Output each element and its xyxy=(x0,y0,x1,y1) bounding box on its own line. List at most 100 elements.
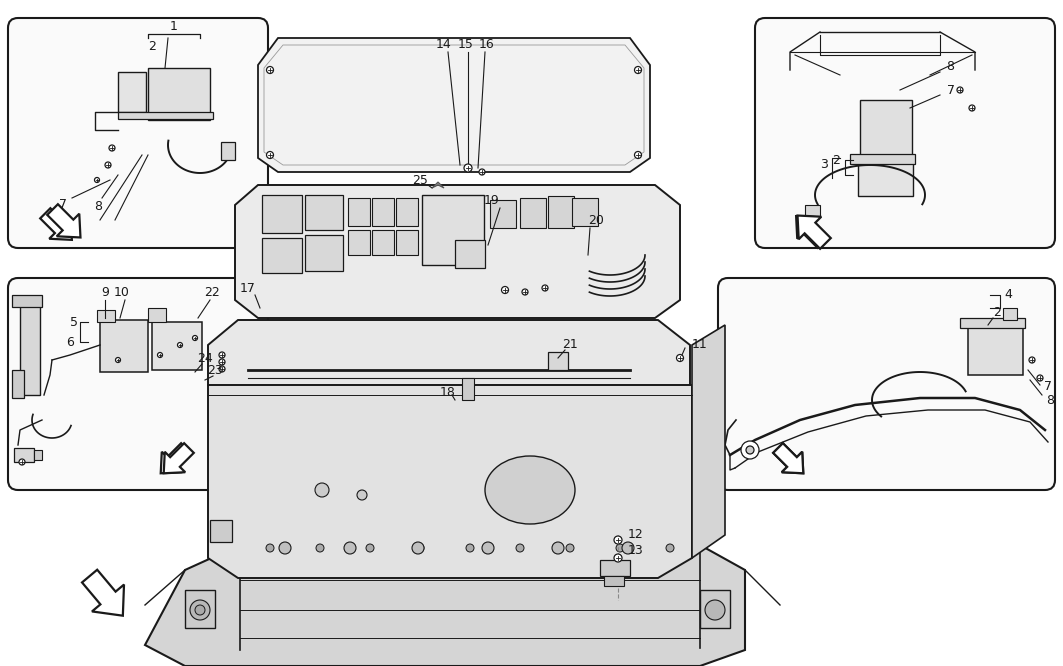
Circle shape xyxy=(622,542,634,554)
Bar xyxy=(701,590,730,628)
Text: 23: 23 xyxy=(207,364,223,376)
Bar xyxy=(148,308,166,322)
Text: 2: 2 xyxy=(993,306,1001,318)
Text: 19: 19 xyxy=(484,194,500,206)
Circle shape xyxy=(522,289,528,295)
Text: 8: 8 xyxy=(94,200,102,214)
Polygon shape xyxy=(432,182,444,188)
Text: 25: 25 xyxy=(412,174,428,186)
Bar xyxy=(455,240,485,268)
Circle shape xyxy=(267,67,273,73)
Bar xyxy=(549,352,568,370)
Text: 17: 17 xyxy=(240,282,256,296)
Polygon shape xyxy=(797,216,831,249)
Bar xyxy=(1003,308,1017,320)
Text: 7: 7 xyxy=(947,83,955,97)
Circle shape xyxy=(192,336,198,340)
Circle shape xyxy=(614,536,622,544)
FancyBboxPatch shape xyxy=(9,278,268,490)
Circle shape xyxy=(116,358,120,362)
Circle shape xyxy=(279,542,291,554)
Polygon shape xyxy=(773,443,804,474)
Bar xyxy=(148,68,210,120)
Circle shape xyxy=(157,352,163,358)
Bar xyxy=(462,378,474,400)
Text: 16: 16 xyxy=(479,39,495,51)
Bar xyxy=(348,230,370,255)
Circle shape xyxy=(969,105,975,111)
Text: 21: 21 xyxy=(562,338,578,352)
Circle shape xyxy=(412,542,424,554)
Polygon shape xyxy=(145,545,745,666)
Polygon shape xyxy=(208,320,690,405)
Polygon shape xyxy=(258,38,649,172)
Text: 1: 1 xyxy=(170,21,178,33)
Circle shape xyxy=(957,87,963,93)
Circle shape xyxy=(667,544,674,552)
Bar xyxy=(305,195,343,230)
Bar xyxy=(600,560,630,576)
Text: 9: 9 xyxy=(101,286,108,300)
FancyBboxPatch shape xyxy=(718,278,1054,490)
Bar xyxy=(805,205,820,217)
Circle shape xyxy=(502,286,508,294)
Text: 2: 2 xyxy=(832,155,840,168)
Bar xyxy=(261,195,302,233)
Circle shape xyxy=(95,178,100,182)
Circle shape xyxy=(676,354,684,362)
Circle shape xyxy=(1037,375,1043,381)
Circle shape xyxy=(466,544,474,552)
Circle shape xyxy=(316,544,324,552)
Bar xyxy=(20,305,40,395)
Bar xyxy=(12,295,43,307)
Text: 5: 5 xyxy=(70,316,78,328)
Circle shape xyxy=(109,145,115,151)
Circle shape xyxy=(178,342,183,348)
Polygon shape xyxy=(773,443,804,474)
Polygon shape xyxy=(82,569,124,615)
Circle shape xyxy=(705,600,725,620)
Bar xyxy=(960,318,1025,328)
Bar xyxy=(12,370,24,398)
Circle shape xyxy=(366,544,374,552)
Text: 7: 7 xyxy=(60,198,67,210)
Bar xyxy=(396,230,418,255)
Circle shape xyxy=(482,542,494,554)
Bar xyxy=(100,320,148,372)
Bar xyxy=(221,142,235,160)
Circle shape xyxy=(542,285,549,291)
Bar xyxy=(850,154,915,164)
Bar xyxy=(152,322,202,370)
Text: 3: 3 xyxy=(821,159,828,172)
Bar xyxy=(396,198,418,226)
Text: 8: 8 xyxy=(946,61,954,73)
Circle shape xyxy=(552,542,564,554)
Ellipse shape xyxy=(485,456,575,524)
Polygon shape xyxy=(208,385,692,578)
Bar xyxy=(14,448,34,462)
Circle shape xyxy=(267,151,273,159)
Polygon shape xyxy=(161,443,191,474)
Circle shape xyxy=(635,151,641,159)
Bar xyxy=(520,198,546,228)
Bar xyxy=(422,195,484,265)
Circle shape xyxy=(219,352,225,358)
Bar xyxy=(185,590,215,628)
Circle shape xyxy=(105,162,111,168)
Circle shape xyxy=(190,600,210,620)
Bar xyxy=(118,72,146,112)
Circle shape xyxy=(614,554,622,562)
Bar xyxy=(572,198,598,226)
Circle shape xyxy=(566,544,574,552)
Polygon shape xyxy=(235,185,680,318)
Bar xyxy=(549,196,574,228)
Text: 7: 7 xyxy=(1044,380,1052,392)
Circle shape xyxy=(516,544,524,552)
Bar xyxy=(97,310,115,322)
Text: 13: 13 xyxy=(628,543,644,557)
Circle shape xyxy=(266,544,274,552)
Circle shape xyxy=(315,483,330,497)
Circle shape xyxy=(344,542,356,554)
Bar xyxy=(372,230,394,255)
Bar xyxy=(604,576,624,586)
